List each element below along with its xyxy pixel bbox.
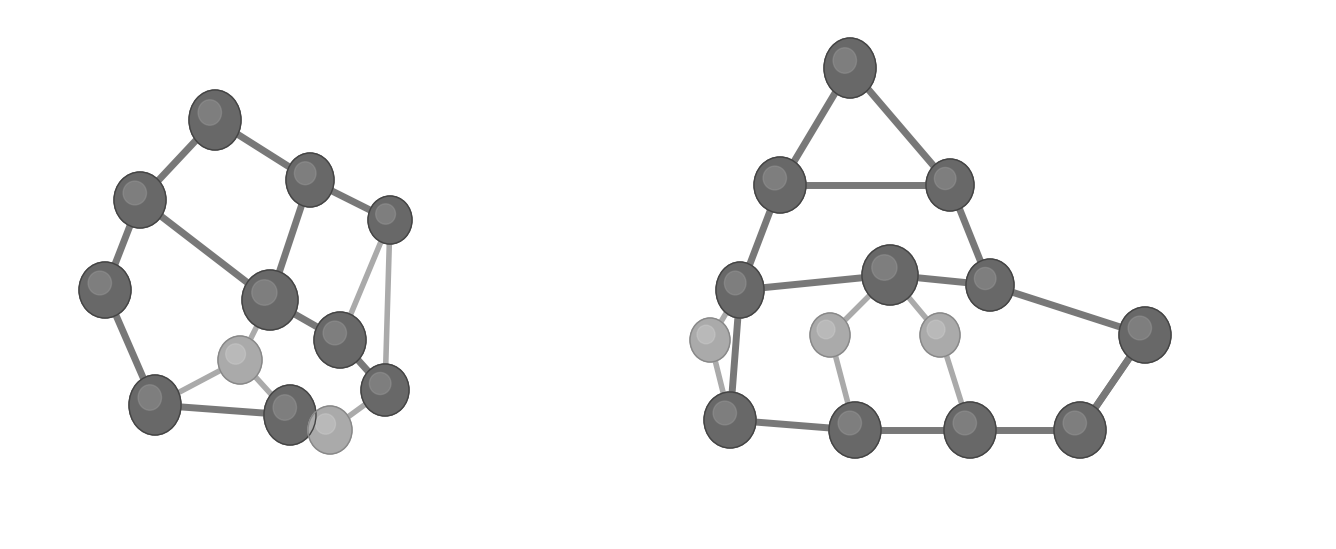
Ellipse shape (314, 312, 366, 368)
Ellipse shape (926, 159, 974, 211)
Ellipse shape (315, 414, 335, 434)
Ellipse shape (834, 48, 856, 73)
Ellipse shape (763, 166, 787, 190)
Ellipse shape (1128, 316, 1152, 340)
Ellipse shape (294, 162, 317, 184)
Ellipse shape (872, 255, 896, 280)
Ellipse shape (367, 196, 411, 244)
Ellipse shape (1054, 402, 1106, 458)
Ellipse shape (1120, 307, 1170, 363)
Ellipse shape (754, 157, 806, 213)
Ellipse shape (818, 320, 835, 339)
Ellipse shape (198, 100, 222, 125)
Ellipse shape (838, 411, 862, 435)
Ellipse shape (716, 262, 764, 318)
Ellipse shape (974, 267, 997, 289)
Ellipse shape (697, 325, 715, 344)
Ellipse shape (323, 321, 346, 345)
Ellipse shape (251, 280, 277, 305)
Ellipse shape (242, 270, 298, 330)
Ellipse shape (375, 204, 395, 224)
Ellipse shape (704, 392, 756, 448)
Ellipse shape (945, 402, 997, 458)
Ellipse shape (79, 262, 131, 318)
Ellipse shape (88, 271, 111, 295)
Ellipse shape (188, 90, 240, 150)
Ellipse shape (1063, 411, 1086, 435)
Ellipse shape (724, 271, 745, 295)
Ellipse shape (953, 411, 977, 435)
Ellipse shape (927, 320, 945, 339)
Ellipse shape (934, 167, 957, 189)
Ellipse shape (130, 375, 180, 435)
Ellipse shape (921, 313, 961, 357)
Ellipse shape (114, 172, 166, 228)
Ellipse shape (309, 406, 351, 454)
Ellipse shape (966, 259, 1014, 311)
Ellipse shape (123, 181, 147, 205)
Ellipse shape (862, 245, 918, 305)
Ellipse shape (713, 401, 736, 425)
Ellipse shape (830, 402, 880, 458)
Ellipse shape (226, 344, 246, 364)
Ellipse shape (810, 313, 850, 357)
Ellipse shape (361, 364, 409, 416)
Ellipse shape (138, 385, 162, 410)
Ellipse shape (824, 38, 876, 98)
Ellipse shape (369, 372, 391, 395)
Ellipse shape (273, 395, 297, 420)
Ellipse shape (265, 385, 317, 445)
Ellipse shape (286, 153, 334, 207)
Ellipse shape (689, 318, 729, 362)
Ellipse shape (218, 336, 262, 384)
